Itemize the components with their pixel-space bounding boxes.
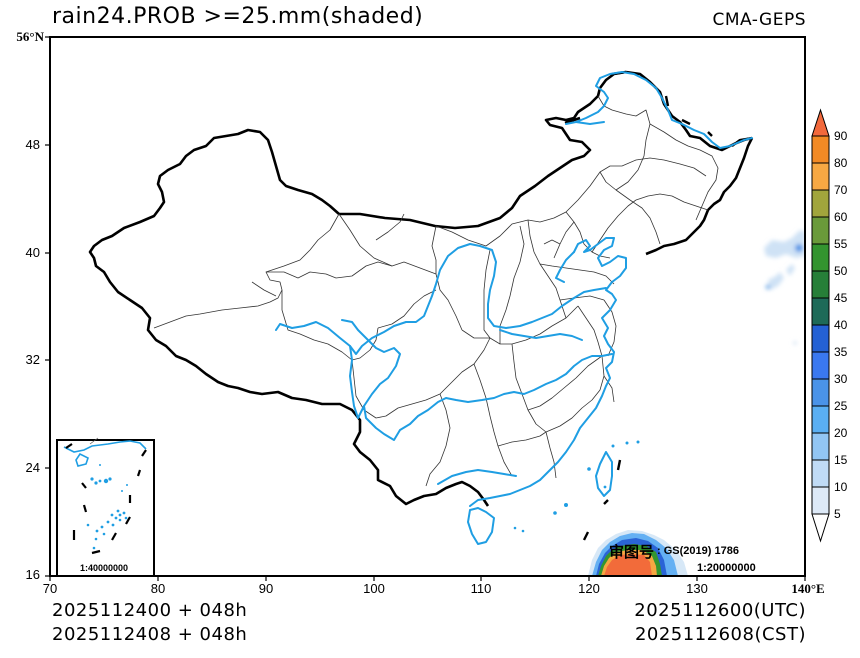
x-axis-ticks [49,576,806,581]
x-tick-label: 140°E [791,581,825,596]
colorbar-label: 70 [834,183,848,197]
colorbar [811,108,830,543]
colorbar-label: 35 [834,345,848,359]
national-border [88,70,754,507]
colorbar-label: 15 [834,453,848,467]
y-tick-label: 56°N [16,29,44,44]
x-tick-label: 110 [470,581,492,596]
x-tick-label: 100 [363,581,385,596]
valid-time-utc: 2025112600(UTC) [634,600,806,621]
colorbar-label: 55 [834,237,848,251]
precip-blob-south [588,530,688,576]
model-source-label: CMA-GEPS [712,10,806,30]
y-tick-label: 40 [25,245,40,260]
valid-time-cst: 2025112608(CST) [634,624,806,645]
inset-map-scale: 1:40000000 [80,563,129,573]
init-time-utc: 2025112400 + 048h [52,600,248,621]
init-time-cst: 2025112408 + 048h [52,624,248,645]
colorbar-label: 45 [834,291,848,305]
nine-dash-line [582,459,622,541]
chart-title: rain24.PROB >=25.mm(shaded) [52,4,424,29]
main-map-scale: 1:20000000 [697,562,756,574]
x-tick-label: 70 [42,581,58,596]
map-review-label: 审图号 [609,543,655,561]
colorbar-label: 25 [834,399,848,413]
precip-blob-east [764,230,805,345]
precip-shading [588,230,805,576]
x-tick-label: 120 [578,581,600,596]
colorbar-label: 80 [834,156,848,170]
map-frame [49,36,806,577]
colorbar-label: 60 [834,210,848,224]
y-tick-label: 48 [25,137,40,152]
colorbar-label: 90 [834,129,848,143]
y-tick-label: 32 [25,352,40,367]
colorbar-label: 30 [834,372,848,386]
y-axis-ticks [45,36,50,577]
x-tick-label: 130 [686,581,708,596]
south-china-sea-inset [56,437,155,577]
colorbar-label: 5 [834,507,841,521]
map-review-code: : GS(2019) 1786 [657,545,739,557]
colorbar-label: 50 [834,264,848,278]
x-tick-label: 90 [258,581,274,596]
y-tick-label: 16 [25,567,40,582]
colorbar-label: 20 [834,426,848,440]
y-tick-label: 24 [25,460,40,475]
rivers-and-coast [275,71,753,545]
islands [513,440,640,533]
x-tick-label: 80 [150,581,166,596]
colorbar-label: 40 [834,318,848,332]
province-boundaries [153,95,719,487]
colorbar-label: 10 [834,480,848,494]
